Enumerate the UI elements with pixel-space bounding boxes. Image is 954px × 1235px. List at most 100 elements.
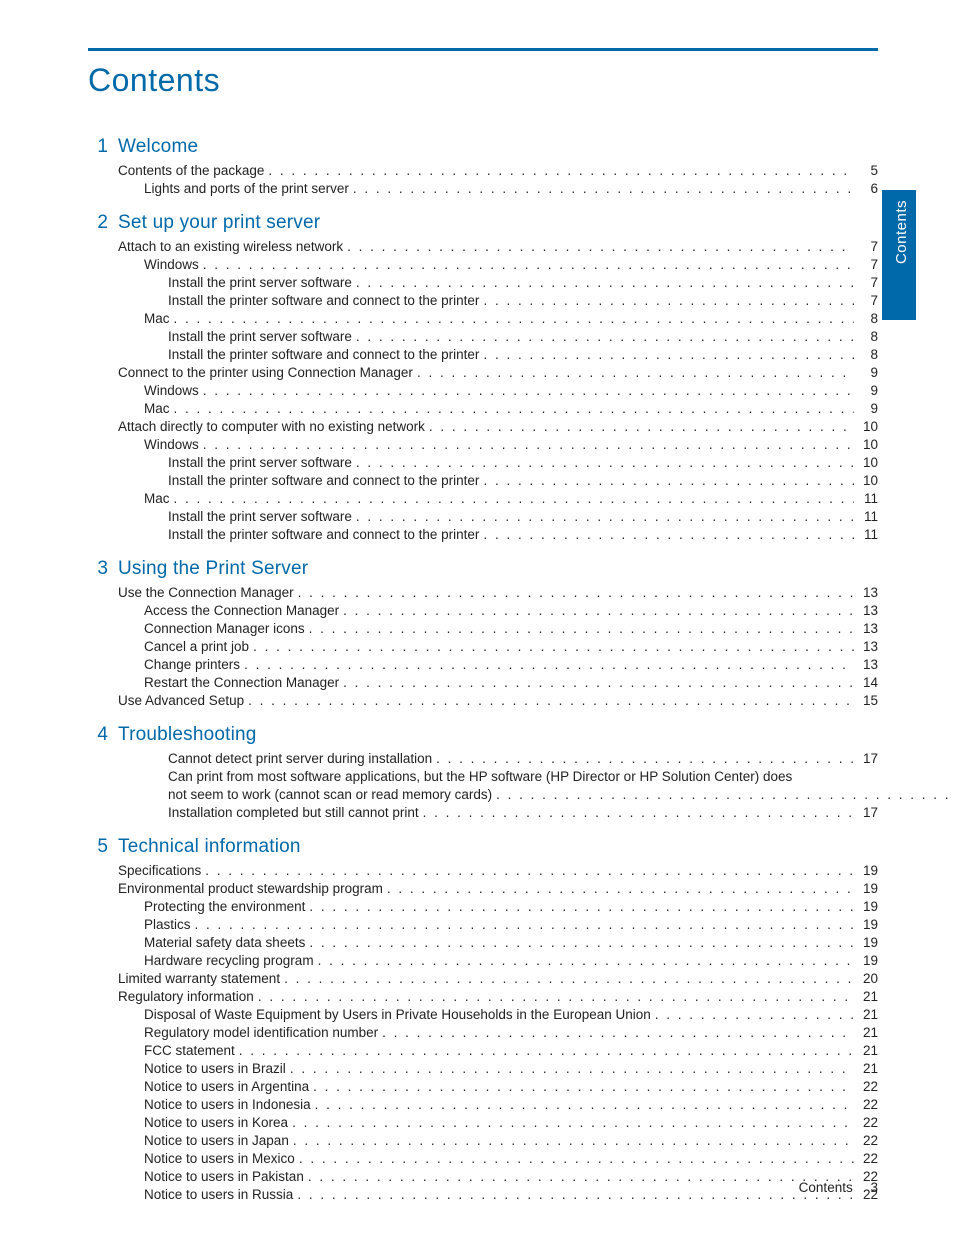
toc-entry-label: Install the printer software and connect…	[168, 292, 479, 310]
toc-entry-label: Lights and ports of the print server	[144, 180, 349, 198]
toc-entry-label: Environmental product stewardship progra…	[118, 880, 383, 898]
toc-entry-label: Plastics	[144, 916, 191, 934]
dot-leader: . . . . . . . . . . . . . . . . . . . . …	[352, 328, 854, 346]
toc-entry-label: Install the print server software	[168, 508, 352, 526]
dot-leader: . . . . . . . . . . . . . . . . . . . . …	[343, 238, 854, 256]
toc-entry: Windows . . . . . . . . . . . . . . . . …	[88, 436, 878, 454]
dot-leader: . . . . . . . . . . . . . . . . . . . . …	[352, 454, 854, 472]
toc-entry: Install the printer software and connect…	[88, 526, 878, 544]
dot-leader: . . . . . . . . . . . . . . . . . . . . …	[479, 472, 854, 490]
toc-entry-label: Notice to users in Mexico	[144, 1150, 295, 1168]
toc-entry-label: Specifications	[118, 862, 201, 880]
toc-entry-page: 9	[854, 364, 878, 382]
toc-entry-label: Notice to users in Pakistan	[144, 1168, 304, 1186]
footer-page-number: 3	[870, 1180, 878, 1195]
toc-entry-page: 5	[854, 162, 878, 180]
toc-entry-page: 19	[854, 898, 878, 916]
toc-entry: Cannot detect print server during instal…	[88, 750, 878, 768]
page: Contents Contents 1Welcome Contents of th…	[0, 0, 954, 1235]
toc-entry-page: 17	[854, 750, 878, 768]
section-number: 3	[88, 558, 118, 580]
toc-entry: Install the printer software and connect…	[88, 472, 878, 490]
toc-entry-label: Regulatory information	[118, 988, 254, 1006]
dot-leader: . . . . . . . . . . . . . . . . . . . . …	[199, 436, 854, 454]
table-of-contents: 1Welcome Contents of the package . . . . …	[88, 136, 878, 1218]
dot-leader: . . . . . . . . . . . . . . . . . . . . …	[492, 786, 954, 804]
toc-entry: Windows . . . . . . . . . . . . . . . . …	[88, 256, 878, 274]
toc-entry: Disposal of Waste Equipment by Users in …	[88, 1006, 878, 1024]
toc-entry: Install the printer software and connect…	[88, 346, 878, 364]
dot-leader: . . . . . . . . . . . . . . . . . . . . …	[314, 952, 854, 970]
section-heading: 5Technical information	[88, 836, 878, 858]
toc-entry: Notice to users in Brazil . . . . . . . …	[88, 1060, 878, 1078]
toc-entry: Attach to an existing wireless network .…	[88, 238, 878, 256]
dot-leader: . . . . . . . . . . . . . . . . . . . . …	[170, 490, 854, 508]
toc-entry-page: 21	[854, 1042, 878, 1060]
toc-entry-page: 10	[854, 472, 878, 490]
toc-entry-label: Attach directly to computer with no exis…	[118, 418, 425, 436]
toc-entry-page: 21	[854, 1060, 878, 1078]
toc-entry-page: 19	[854, 862, 878, 880]
toc-entry: Install the print server software . . . …	[88, 454, 878, 472]
toc-entry-label: Change printers	[144, 656, 240, 674]
toc-entry-page: 17	[854, 804, 878, 822]
toc-entry-label: Install the printer software and connect…	[168, 346, 479, 364]
toc-entry-label: Notice to users in Argentina	[144, 1078, 309, 1096]
toc-entry: Contents of the package . . . . . . . . …	[88, 162, 878, 180]
toc-entry-page: 7	[854, 238, 878, 256]
toc-entry-label: Install the print server software	[168, 454, 352, 472]
section-title: Technical information	[118, 836, 301, 858]
toc-entry-page: 21	[854, 1024, 878, 1042]
section-heading: 1Welcome	[88, 136, 878, 158]
side-tab-label: Contents	[893, 200, 910, 264]
toc-entry-page: 19	[854, 934, 878, 952]
toc-entry: Windows . . . . . . . . . . . . . . . . …	[88, 382, 878, 400]
toc-entry: Plastics . . . . . . . . . . . . . . . .…	[88, 916, 878, 934]
toc-entry-line2: not seem to work (cannot scan or read me…	[168, 786, 954, 804]
toc-entry-page: 22	[854, 1096, 878, 1114]
toc-entry-label: Install the print server software	[168, 274, 352, 292]
toc-entry: Install the print server software . . . …	[88, 508, 878, 526]
toc-entry: Cancel a print job . . . . . . . . . . .…	[88, 638, 878, 656]
dot-leader: . . . . . . . . . . . . . . . . . . . . …	[383, 880, 854, 898]
toc-entry: Notice to users in Korea . . . . . . . .…	[88, 1114, 878, 1132]
toc-entry-label: Windows	[144, 256, 199, 274]
toc-entry-page: 13	[854, 620, 878, 638]
toc-entry: Install the printer software and connect…	[88, 292, 878, 310]
toc-entry: Change printers . . . . . . . . . . . . …	[88, 656, 878, 674]
toc-entry-label: Regulatory model identification number	[144, 1024, 378, 1042]
section-number: 1	[88, 136, 118, 158]
toc-entry-label: Notice to users in Indonesia	[144, 1096, 311, 1114]
toc-entry-page: 10	[854, 454, 878, 472]
toc-entry-page: 7	[854, 274, 878, 292]
section-number: 5	[88, 836, 118, 858]
toc-entry: Regulatory model identification number .…	[88, 1024, 878, 1042]
toc-entry-page: 22	[854, 1150, 878, 1168]
toc-entry: Notice to users in Argentina . . . . . .…	[88, 1078, 878, 1096]
toc-entry-label: Access the Connection Manager	[144, 602, 339, 620]
toc-entry-page: 11	[854, 526, 878, 544]
dot-leader: . . . . . . . . . . . . . . . . . . . . …	[289, 1132, 854, 1150]
footer-label: Contents	[799, 1180, 853, 1195]
dot-leader: . . . . . . . . . . . . . . . . . . . . …	[378, 1024, 854, 1042]
toc-entry: Access the Connection Manager . . . . . …	[88, 602, 878, 620]
dot-leader: . . . . . . . . . . . . . . . . . . . . …	[294, 584, 854, 602]
toc-entry-label: Contents of the package	[118, 162, 264, 180]
dot-leader: . . . . . . . . . . . . . . . . . . . . …	[651, 1006, 854, 1024]
toc-entry-label: Connection Manager icons	[144, 620, 305, 638]
toc-section: 2Set up your print serverAttach to an ex…	[88, 212, 878, 544]
toc-entry-page: 19	[854, 952, 878, 970]
toc-entry-label: Connect to the printer using Connection …	[118, 364, 413, 382]
toc-entry-label: Install the print server software	[168, 328, 352, 346]
toc-entry: Material safety data sheets . . . . . . …	[88, 934, 878, 952]
dot-leader: . . . . . . . . . . . . . . . . . . . . …	[170, 310, 854, 328]
toc-entry: Notice to users in Mexico . . . . . . . …	[88, 1150, 878, 1168]
toc-entry: Notice to users in Japan . . . . . . . .…	[88, 1132, 878, 1150]
page-title: Contents	[88, 62, 220, 99]
section-title: Set up your print server	[118, 212, 320, 234]
section-title: Troubleshooting	[118, 724, 257, 746]
toc-entry-page: 6	[854, 180, 878, 198]
footer: Contents 3	[799, 1180, 878, 1195]
toc-entry: Use Advanced Setup . . . . . . . . . . .…	[88, 692, 878, 710]
toc-entry-wrap: Can print from most software application…	[168, 768, 954, 804]
